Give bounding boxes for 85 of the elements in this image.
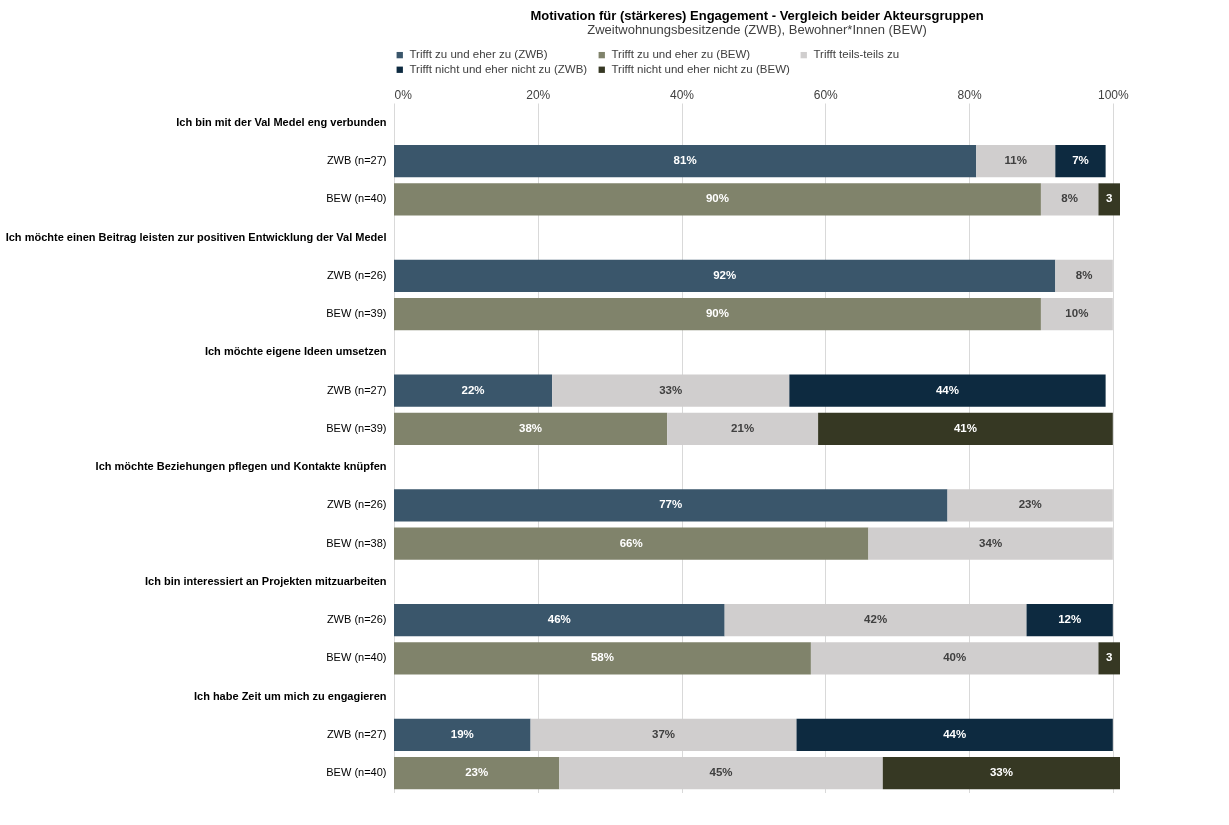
data-label: 46% — [547, 613, 571, 626]
legend-label: Trifft nicht und eher nicht zu (BEW) — [611, 62, 790, 75]
data-label: 45% — [709, 766, 733, 779]
y-tick-label: Ich habe Zeit um mich zu engagieren — [193, 689, 387, 702]
data-label: 33% — [989, 766, 1013, 779]
data-label: 12% — [1058, 613, 1082, 626]
data-label: 23% — [1018, 498, 1042, 511]
bar — [882, 757, 1120, 790]
y-tick-label: BEW (n=40) — [326, 766, 387, 779]
bar — [1098, 642, 1120, 675]
y-tick-label: ZWB (n=26) — [326, 613, 387, 626]
data-label: 33% — [659, 383, 683, 396]
bar — [394, 527, 869, 560]
y-tick-label: ZWB (n=26) — [326, 498, 387, 511]
bar — [1055, 145, 1106, 178]
data-label: 22% — [461, 383, 485, 396]
y-tick-label: Ich bin mit der Val Medel eng verbunden — [176, 115, 387, 128]
bar — [394, 298, 1041, 331]
legend-label: Trifft zu und eher zu (BEW) — [611, 48, 751, 61]
data-label: 37% — [652, 727, 676, 740]
x-tick-label: 60% — [813, 87, 839, 102]
y-tick-label: Ich möchte einen Beitrag leisten zur positiven Entwicklung der Val Medel — [5, 230, 387, 243]
data-label: 90% — [705, 192, 729, 205]
chart-title: Motivation für (stärkeres) Engagement - Vergleich beider Akteursgruppen — [530, 8, 984, 23]
y-tick-label: BEW (n=40) — [326, 192, 387, 205]
chart-subtitle: Zweitwohnungsbesitzende (ZWB), Bewohner*Innen (BEW) — [587, 22, 927, 37]
x-tick-label: 20% — [526, 87, 551, 102]
data-label: 58% — [590, 651, 614, 664]
bar — [394, 642, 811, 675]
data-label: 7% — [1072, 154, 1089, 167]
x-tick-label: 100% — [1097, 87, 1129, 102]
bar — [1040, 183, 1099, 216]
data-label: 77% — [659, 498, 683, 511]
legend-label: Trifft nicht und eher nicht zu (ZWB) — [409, 62, 588, 75]
y-tick-label: BEW (n=40) — [326, 651, 387, 664]
bar — [394, 259, 1056, 292]
data-label: 66% — [619, 536, 643, 549]
bar — [394, 183, 1041, 216]
legend-label: Trifft teils-teils zu — [813, 48, 900, 61]
bar — [394, 489, 948, 522]
data-label: 38% — [519, 421, 543, 434]
data-label: 3 — [1106, 651, 1113, 664]
data-label: 41% — [953, 421, 977, 434]
y-tick-label: BEW (n=38) — [326, 536, 387, 549]
bar — [394, 718, 531, 751]
data-label: 11% — [1004, 154, 1027, 167]
x-tick-label: 0% — [394, 87, 413, 102]
data-label: 92% — [713, 268, 737, 281]
y-tick-label: ZWB (n=26) — [326, 268, 387, 281]
bar — [394, 412, 668, 445]
bar — [796, 718, 1113, 751]
data-label: 19% — [450, 727, 474, 740]
bar — [976, 145, 1056, 178]
bar — [394, 604, 725, 637]
bar — [394, 757, 560, 790]
bar — [1026, 604, 1113, 637]
y-tick-label: Ich möchte eigene Ideen umsetzen — [204, 345, 387, 358]
x-tick-label: 40% — [670, 87, 695, 102]
data-label: 44% — [943, 727, 967, 740]
y-tick-label: ZWB (n=27) — [326, 154, 387, 167]
y-tick-label: Ich möchte Beziehungen pflegen und Kontakte knüpfen — [95, 460, 387, 473]
data-label: 8% — [1075, 268, 1093, 281]
bar — [394, 145, 977, 178]
legend-label: Trifft zu und eher zu (ZWB) — [409, 48, 548, 61]
bar — [1098, 183, 1120, 216]
y-tick-label: ZWB (n=27) — [326, 727, 387, 740]
y-tick-label: BEW (n=39) — [326, 307, 387, 320]
bar — [394, 374, 553, 407]
data-label: 81% — [673, 154, 697, 167]
y-tick-label: BEW (n=39) — [326, 421, 387, 434]
data-label: 40% — [943, 651, 967, 664]
bar — [818, 412, 1113, 445]
data-label: 3 — [1106, 192, 1113, 205]
data-label: 23% — [465, 766, 489, 779]
data-label: 8% — [1061, 192, 1078, 205]
y-tick-label: ZWB (n=27) — [326, 383, 387, 396]
x-tick-label: 80% — [957, 87, 982, 102]
data-label: 34% — [979, 536, 1003, 549]
bar — [789, 374, 1106, 407]
data-label: 42% — [864, 613, 888, 626]
data-label: 44% — [935, 383, 959, 396]
data-label: 10% — [1065, 307, 1089, 320]
data-label: 21% — [731, 421, 755, 434]
data-label: 90% — [705, 307, 729, 320]
y-tick-label: Ich bin interessiert an Projekten mitzuarbeiten — [145, 574, 387, 587]
